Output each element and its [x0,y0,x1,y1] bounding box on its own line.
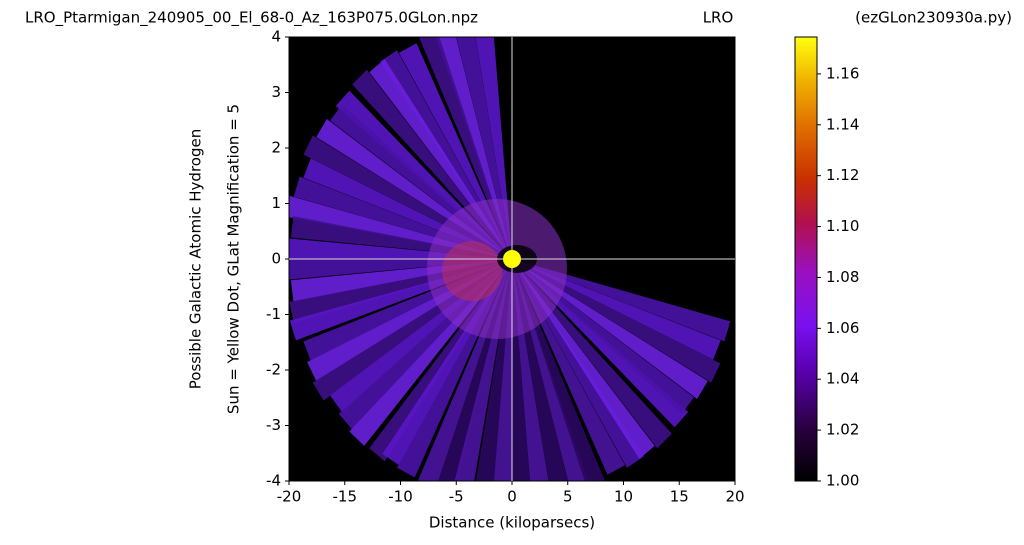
x-tick-label: 10 [614,488,633,506]
script-name: (ezGLon230930a.py) [855,9,1012,27]
colorbar-tick-label: 1.14 [826,115,859,133]
y-tick-label: -3 [266,416,281,434]
x-axis-label: Distance (kiloparsecs) [429,514,595,532]
chart-title: LRO_Ptarmigan_240905_00_El_68-0_Az_163P0… [25,9,478,28]
colorbar-tick-label: 1.12 [826,166,859,184]
colorbar-tick-label: 1.10 [826,217,859,235]
sun-dot [503,250,521,268]
y-tick-label: -2 [266,361,281,379]
fan-wedge [512,259,721,383]
colorbar-tick-label: 1.00 [826,472,859,490]
x-tick-label: 15 [670,488,689,506]
hydrogen-map [289,37,731,481]
y-axis-label: Possible Galactic Atomic Hydrogen [187,129,205,389]
x-tick-label: -10 [388,488,413,506]
y-axis-label-2: Sun = Yellow Dot, GLat Magnification = 5 [225,104,243,414]
colorbar-tick-label: 1.02 [826,421,859,439]
colorbar-tick-label: 1.06 [826,319,859,337]
station-name: LRO [703,9,734,27]
x-tick-label: 0 [507,488,517,506]
y-tick-label: 3 [271,83,281,101]
fan-wedge [512,259,568,481]
colorbar-tick-label: 1.08 [826,268,859,286]
y-tick-label: 4 [271,28,281,46]
y-tick-label: 2 [271,139,281,157]
fan-wedge [289,259,512,280]
y-tick-label: 0 [271,250,281,268]
inner-core [442,241,502,301]
x-tick-label: -5 [449,488,464,506]
y-tick-label: -4 [266,472,281,490]
colorbar [794,36,818,482]
colorbar-tick-label: 1.16 [826,64,859,82]
y-tick-label: 1 [271,194,281,212]
y-tick-label: -1 [266,305,281,323]
x-tick-label: 5 [563,488,573,506]
x-tick-label: -20 [277,488,302,506]
colorbar-tick-label: 1.04 [826,370,859,388]
x-tick-label: -15 [333,488,358,506]
fan-wedge [475,37,512,259]
x-tick-label: 20 [725,488,744,506]
fan-wedge [512,259,731,342]
